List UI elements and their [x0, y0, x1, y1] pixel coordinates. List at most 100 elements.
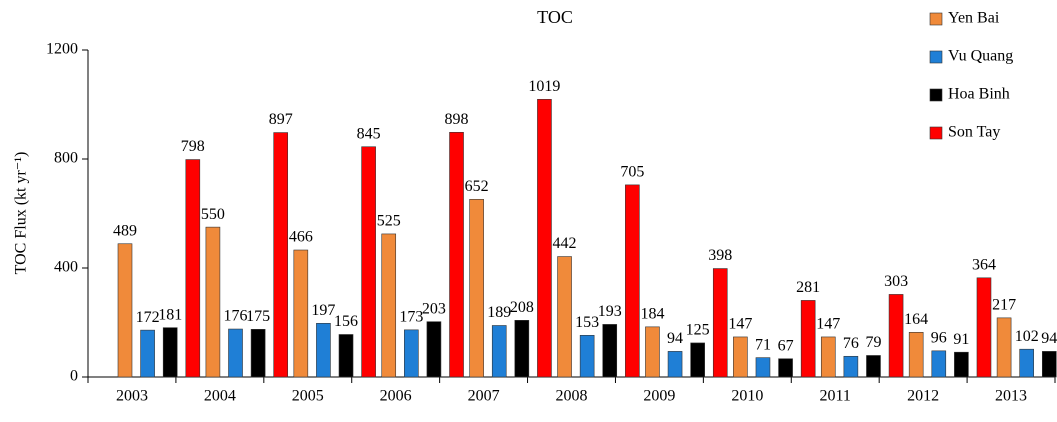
value-label: 184 [640, 306, 664, 323]
y-axis-label: TOC Flux (kt yr⁻¹) [13, 152, 30, 275]
value-label: 303 [884, 273, 908, 290]
value-label: 208 [510, 299, 534, 316]
x-tick-label: 2008 [556, 388, 588, 405]
legend-label: Son Tay [948, 124, 1000, 141]
x-tick-label: 2004 [204, 388, 236, 405]
value-label: 102 [1015, 328, 1039, 345]
value-label: 153 [575, 314, 599, 331]
value-label: 897 [269, 111, 293, 128]
legend-swatch [929, 126, 943, 140]
value-label: 176 [224, 308, 248, 325]
bar [690, 342, 705, 378]
value-label: 79 [865, 334, 881, 351]
x-tick-label: 2011 [820, 388, 851, 405]
bar [117, 243, 133, 378]
y-tick-label: 400 [54, 259, 78, 276]
bar [537, 99, 552, 378]
x-tick-label: 2010 [731, 388, 763, 405]
legend-label: Vu Quang [948, 48, 1013, 65]
value-label: 175 [246, 308, 270, 325]
bar [491, 325, 507, 378]
legend-label: Yen Bai [948, 10, 1000, 27]
value-label: 550 [201, 206, 225, 223]
value-label: 173 [399, 309, 423, 326]
bar [1019, 348, 1034, 378]
value-label: 164 [904, 311, 928, 328]
y-tick-label: 800 [54, 150, 78, 167]
bar [778, 358, 793, 378]
bar [931, 350, 947, 378]
value-label: 442 [553, 235, 577, 252]
bar [514, 320, 530, 378]
bar [316, 323, 331, 378]
value-label: 71 [755, 336, 771, 353]
x-tick-label: 2003 [116, 388, 148, 405]
chart-title: TOC [537, 7, 573, 27]
value-label: 94 [1041, 330, 1057, 347]
value-label: 147 [816, 316, 840, 333]
value-label: 398 [708, 247, 732, 264]
bar [361, 146, 376, 378]
bar [755, 357, 771, 378]
bar [1041, 351, 1057, 378]
x-tick-label: 2013 [995, 388, 1027, 405]
bar [954, 351, 969, 378]
bar [712, 268, 728, 378]
bar [338, 334, 354, 378]
legend-swatch [929, 50, 943, 64]
value-label: 217 [992, 297, 1016, 314]
bar [579, 335, 595, 378]
bar [908, 332, 924, 378]
bar [888, 294, 904, 378]
bar [733, 336, 748, 378]
x-tick-label: 2006 [380, 388, 412, 405]
value-label: 67 [778, 337, 794, 354]
bar [866, 355, 881, 378]
value-label: 125 [686, 322, 710, 339]
value-label: 197 [311, 302, 335, 319]
x-tick-label: 2012 [907, 388, 939, 405]
value-label: 181 [158, 306, 182, 323]
value-label: 525 [377, 213, 401, 230]
bar [426, 321, 442, 378]
bar [469, 199, 484, 378]
value-label: 156 [334, 313, 358, 330]
bar [185, 159, 201, 378]
bar [250, 329, 266, 378]
bar [404, 329, 419, 378]
bar [645, 326, 660, 378]
bar [228, 328, 243, 378]
value-label: 189 [487, 304, 511, 321]
y-tick-label: 0 [70, 368, 78, 385]
value-label: 466 [289, 229, 313, 246]
x-tick-label: 2005 [292, 388, 324, 405]
value-label: 281 [796, 279, 820, 296]
x-tick-label: 2007 [468, 388, 500, 405]
bar [996, 317, 1012, 378]
bar [667, 351, 683, 378]
x-tick-label: 2009 [643, 388, 675, 405]
value-label: 193 [598, 303, 622, 320]
legend-label: Hoa Binh [948, 86, 1010, 103]
value-label: 798 [181, 138, 205, 155]
value-label: 203 [422, 300, 446, 317]
value-label: 76 [843, 335, 859, 352]
bar [162, 327, 178, 378]
bar [205, 226, 221, 378]
value-label: 705 [620, 164, 644, 181]
value-label: 898 [445, 111, 469, 128]
value-label: 1019 [528, 78, 560, 95]
value-label: 652 [465, 178, 489, 195]
y-tick-label: 1200 [46, 41, 78, 58]
legend-swatch [929, 88, 943, 102]
bar [800, 300, 816, 378]
value-label: 172 [136, 309, 160, 326]
bar [820, 336, 836, 378]
bar [843, 355, 859, 378]
value-label: 489 [113, 222, 137, 239]
bar [273, 132, 289, 378]
bar [140, 329, 155, 378]
value-label: 845 [357, 125, 381, 142]
bar [557, 256, 572, 378]
